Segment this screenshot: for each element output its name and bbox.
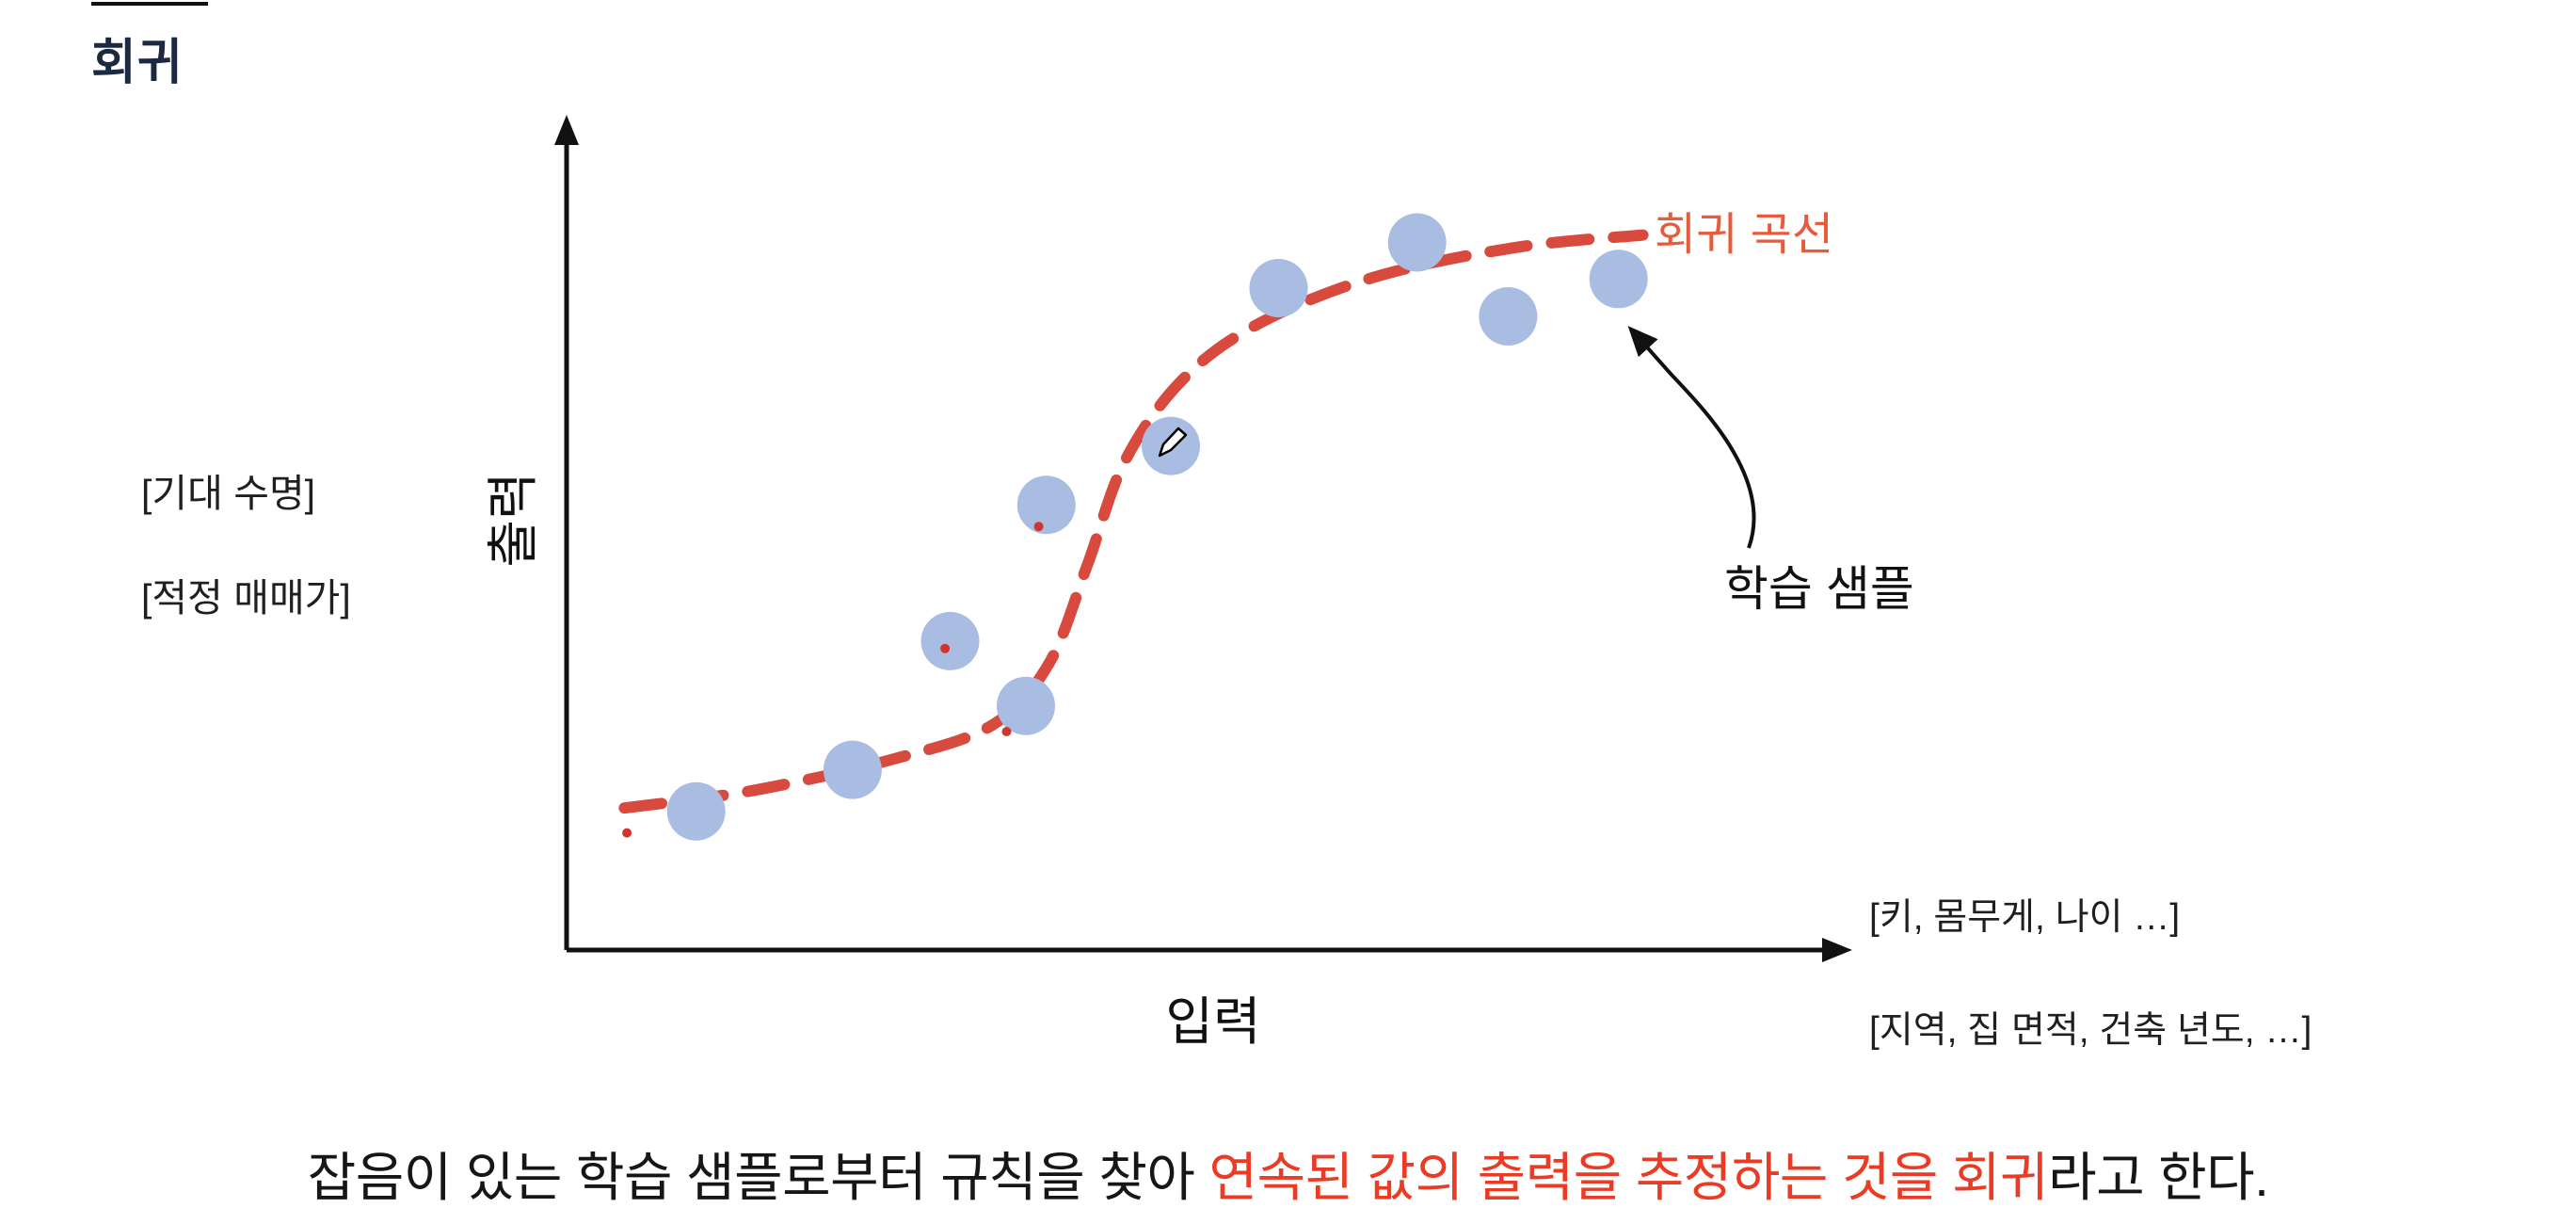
caption-text-red: 연속된 값의 출력을 추정하는 것을 회귀 xyxy=(1208,1148,2049,1207)
x-example-region-area-year: [지역, 집 면적, 건축 년도, …] xyxy=(1869,1010,2312,1051)
caption-text-1: 잡음이 있는 학습 샘플로부터 규칙을 찾아 xyxy=(307,1148,1209,1207)
x-axis-label: 입력 xyxy=(1165,992,1261,1051)
noise-dot xyxy=(940,643,951,653)
data-point xyxy=(1589,250,1648,309)
top-rule xyxy=(91,2,208,6)
data-point xyxy=(1249,259,1308,317)
x-axis xyxy=(567,938,1852,962)
noise-dot xyxy=(1001,727,1012,736)
data-point xyxy=(997,676,1055,735)
sample-label: 학습 샘플 xyxy=(1724,562,1914,616)
data-point xyxy=(1016,475,1076,535)
noise-dots xyxy=(622,522,1044,838)
data-point xyxy=(1479,287,1538,346)
data-points xyxy=(666,213,1648,841)
pen-cursor-icon xyxy=(1158,427,1188,458)
noise-dot xyxy=(1033,522,1044,532)
annotation-arrow xyxy=(1627,326,1756,549)
caption: 잡음이 있는 학습 샘플로부터 규칙을 찾아 연속된 값의 출력을 추정하는 것… xyxy=(0,1135,2576,1212)
page-title: 회귀 xyxy=(91,36,184,90)
y-example-life-expectancy: [기대 수명] xyxy=(141,472,316,515)
noise-dot xyxy=(622,828,632,838)
caption-text-2: 라고 한다. xyxy=(2048,1148,2269,1207)
y-example-house-price: [적정 매매가] xyxy=(141,576,351,620)
y-axis-label: 출력 xyxy=(484,472,542,568)
y-axis xyxy=(554,115,579,950)
data-point xyxy=(920,611,980,670)
data-point xyxy=(1387,213,1447,272)
curve-label: 회귀 곡선 xyxy=(1655,210,1833,260)
data-point xyxy=(823,740,882,799)
x-example-height-weight-age: [키, 몸무게, 나이 …] xyxy=(1869,897,2181,938)
data-point xyxy=(666,781,726,841)
